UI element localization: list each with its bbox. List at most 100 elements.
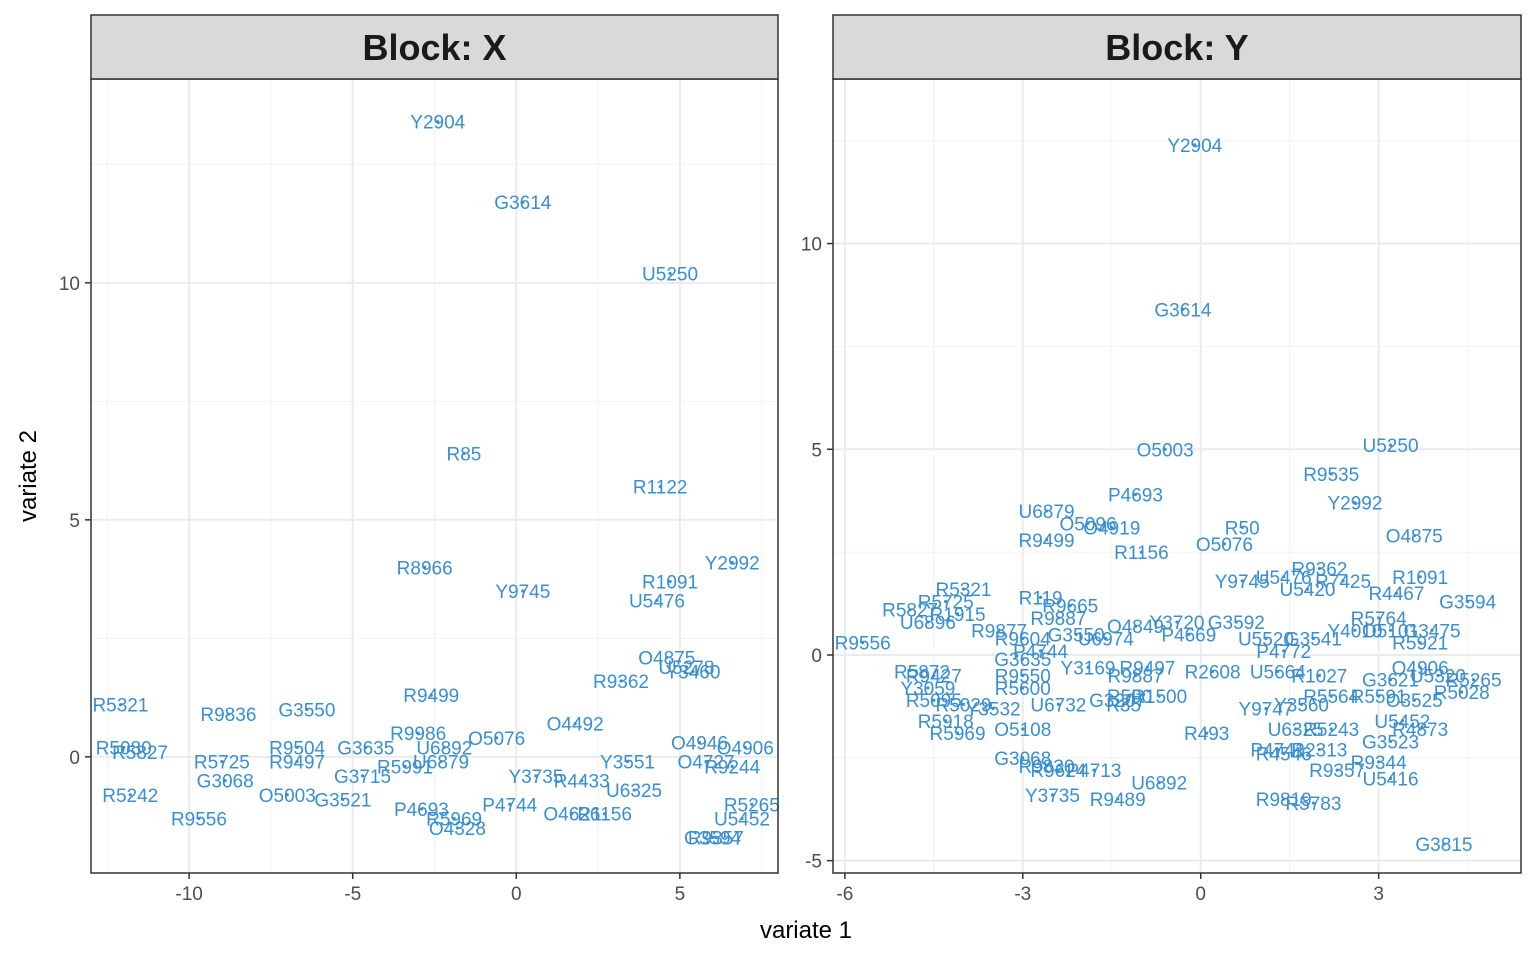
data-point: [1388, 678, 1393, 682]
data-point: [455, 826, 459, 830]
point-label: R9887: [1107, 667, 1163, 688]
data-point: [1122, 702, 1126, 706]
data-point: [419, 807, 424, 811]
data-point: [197, 816, 201, 821]
data-point: [1133, 624, 1138, 628]
data-point: [730, 560, 734, 565]
data-point: [423, 565, 427, 569]
point-label: R119: [1019, 588, 1063, 609]
data-point: [665, 655, 669, 659]
data-point: [1044, 538, 1049, 542]
point-label: R50: [1225, 518, 1260, 539]
y-tick-label: 0: [811, 646, 822, 667]
point-label: R5827: [882, 601, 938, 622]
x-tick-label: -5: [344, 884, 361, 905]
point-label: U6974: [1078, 630, 1134, 651]
point-label: O4727: [678, 753, 735, 774]
data-point: [743, 745, 747, 749]
point-label: G3614: [1154, 300, 1211, 321]
data-point: [534, 774, 538, 778]
facet-panel-2: Y2904 G3614 U5250 O5003 R9535 P4693 Y2992 U6879…: [801, 14, 1522, 905]
point-label: G3550: [1048, 625, 1105, 646]
data-point: [668, 271, 672, 275]
point-label: R9819: [1256, 790, 1312, 811]
point-label: R5265: [724, 795, 780, 816]
point-label: U5452: [714, 809, 770, 830]
point-label: O5076: [1196, 535, 1253, 556]
point-label: U5250: [1363, 436, 1419, 457]
point-label: R9497: [269, 753, 325, 774]
data-point: [991, 706, 995, 711]
point-label: G3475: [1404, 621, 1461, 642]
data-point: [1311, 801, 1316, 805]
data-point: [1021, 727, 1025, 731]
data-point: [403, 764, 407, 768]
point-label: Y3059: [900, 679, 955, 700]
point-label: Y3460: [665, 663, 720, 684]
point-label: P4693: [1108, 486, 1163, 507]
point-label: U5278: [658, 658, 714, 679]
data-point: [439, 760, 443, 764]
data-point: [1311, 636, 1316, 641]
point-label: R1500: [1131, 687, 1187, 708]
data-point: [619, 679, 623, 683]
point-label: G3068: [197, 772, 254, 793]
point-label: R9986: [390, 724, 446, 745]
data-point: [1418, 665, 1422, 669]
data-point: [955, 612, 960, 616]
data-point: [521, 200, 525, 204]
data-point: [508, 802, 512, 806]
data-point: [926, 686, 930, 690]
point-label: O5003: [1137, 440, 1194, 461]
point-label: Y3720: [1150, 613, 1205, 634]
point-label: U5250: [642, 264, 698, 285]
point-label: R5969: [930, 724, 986, 745]
point-label: U5520: [1238, 630, 1294, 651]
data-point: [1460, 690, 1464, 694]
data-point: [908, 608, 912, 612]
point-label: P4744: [1013, 642, 1068, 663]
data-point: [1264, 636, 1268, 641]
point-label: R5564: [1303, 687, 1359, 708]
data-point: [226, 712, 230, 716]
data-point: [1056, 616, 1060, 620]
data-point: [668, 579, 672, 584]
data-point: [704, 760, 708, 764]
data-point: [442, 745, 446, 749]
data-point: [997, 628, 1001, 632]
data-point: [1086, 521, 1090, 525]
point-label: R9556: [835, 634, 891, 655]
data-point: [1353, 628, 1357, 632]
point-label: R5591: [1351, 687, 1407, 708]
data-point: [1353, 501, 1357, 505]
point-label: R35: [1106, 695, 1141, 716]
point-label: R5783: [1285, 794, 1341, 815]
data-point: [1412, 534, 1416, 538]
data-point: [1317, 673, 1321, 678]
point-label: R4546: [1256, 745, 1312, 766]
data-point: [138, 750, 142, 754]
data-point: [1329, 694, 1333, 698]
data-point: [1234, 620, 1238, 624]
point-label: R9497: [1119, 658, 1175, 679]
data-point: [1317, 566, 1321, 571]
point-label: U6879: [413, 753, 469, 774]
x-tick-label: 5: [675, 884, 686, 905]
point-label: O4946: [671, 734, 728, 755]
point-label: O3525: [1386, 691, 1443, 712]
data-point: [580, 778, 584, 783]
point-label: R5600: [995, 679, 1051, 700]
point-label: G3614: [494, 193, 551, 214]
point-label: Y3551: [600, 753, 655, 774]
data-point: [1240, 579, 1244, 583]
data-point: [625, 760, 630, 764]
data-point: [1056, 702, 1060, 706]
point-label: O4919: [1083, 518, 1140, 539]
data-point: [655, 598, 659, 603]
data-point: [1074, 632, 1078, 636]
point-label: O4492: [547, 715, 604, 736]
data-point: [1388, 739, 1393, 743]
point-label: G3550: [278, 700, 335, 721]
point-label: R9499: [403, 686, 459, 707]
